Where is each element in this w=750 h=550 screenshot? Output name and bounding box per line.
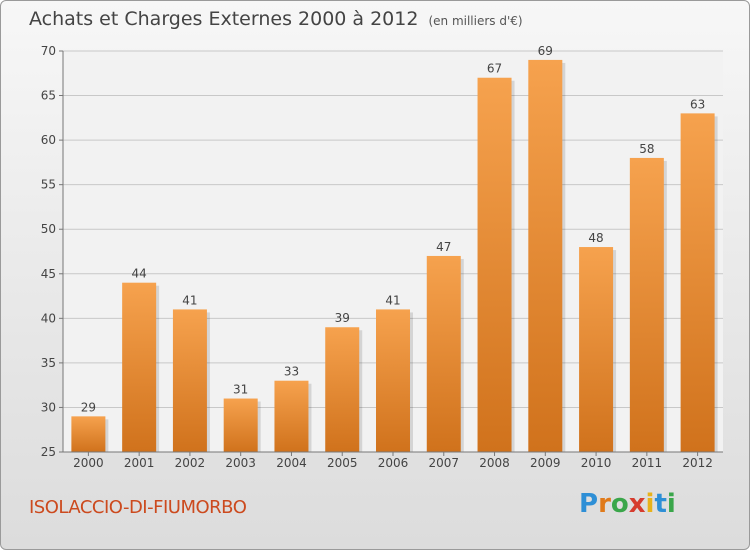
logo-letter: t xyxy=(654,489,667,519)
bar xyxy=(528,59,563,453)
bar-value-label: 39 xyxy=(335,311,350,325)
bar xyxy=(376,309,410,452)
bar xyxy=(223,398,258,452)
bar-value-label: 44 xyxy=(132,267,147,281)
x-tick-label: 2000 xyxy=(73,456,104,470)
bar xyxy=(325,327,360,452)
bar-value-label: 63 xyxy=(690,97,705,111)
x-tick-label: 2006 xyxy=(378,456,409,470)
bar-value-label: 31 xyxy=(233,383,248,397)
bar-value-label: 33 xyxy=(284,365,299,379)
y-tick-label: 40 xyxy=(41,311,56,325)
logo-letter: i xyxy=(645,489,655,519)
x-tick-label: 2002 xyxy=(175,456,206,470)
chart-title: Achats et Charges Externes 2000 à 2012 (e… xyxy=(29,8,523,30)
logo-letter: P xyxy=(579,489,599,519)
bar xyxy=(172,309,207,452)
bar xyxy=(426,255,461,452)
logo-letter: i xyxy=(666,489,676,519)
y-tick-label: 35 xyxy=(41,356,56,370)
logo-letter: o xyxy=(610,489,629,519)
bar-value-label: 41 xyxy=(182,293,197,307)
proxiti-logo: Proxiti xyxy=(579,489,676,519)
bar xyxy=(122,282,157,452)
x-tick-label: 2005 xyxy=(327,456,358,470)
x-tick-label: 2001 xyxy=(124,456,155,470)
bar-value-label: 69 xyxy=(538,44,553,58)
bar-value-label: 58 xyxy=(639,142,654,156)
bar xyxy=(71,416,106,452)
x-tick-label: 2003 xyxy=(225,456,256,470)
bar-value-label: 48 xyxy=(588,231,603,245)
x-tick-label: 2008 xyxy=(479,456,510,470)
x-tick-label: 2004 xyxy=(276,456,307,470)
y-tick-label: 65 xyxy=(41,89,56,103)
logo-letter: x xyxy=(628,489,646,519)
unit-note: (en milliers d'€) xyxy=(428,14,523,28)
commune-name: ISOLACCIO-DI-FIUMORBO xyxy=(29,497,247,518)
x-tick-label: 2010 xyxy=(581,456,612,470)
y-tick-label: 50 xyxy=(41,222,56,236)
bar xyxy=(629,157,664,452)
y-tick-label: 70 xyxy=(41,44,56,58)
bar xyxy=(680,113,715,452)
bar xyxy=(579,247,614,452)
y-tick-label: 30 xyxy=(41,400,56,414)
y-tick-label: 45 xyxy=(41,267,56,281)
bar-value-label: 29 xyxy=(81,400,96,414)
logo-letter: r xyxy=(598,489,611,519)
y-tick-label: 60 xyxy=(41,133,56,147)
x-tick-label: 2012 xyxy=(682,456,713,470)
x-tick-label: 2011 xyxy=(632,456,663,470)
bar xyxy=(274,380,309,452)
bar-value-label: 47 xyxy=(436,240,451,254)
bar xyxy=(477,77,512,452)
y-tick-label: 55 xyxy=(41,178,56,192)
bar-value-label: 67 xyxy=(487,62,502,76)
x-tick-label: 2007 xyxy=(428,456,459,470)
title-text: Achats et Charges Externes 2000 à 2012 xyxy=(29,8,419,30)
x-tick-label: 2009 xyxy=(530,456,561,470)
bar-value-label: 41 xyxy=(385,293,400,307)
y-tick-label: 25 xyxy=(41,445,56,459)
